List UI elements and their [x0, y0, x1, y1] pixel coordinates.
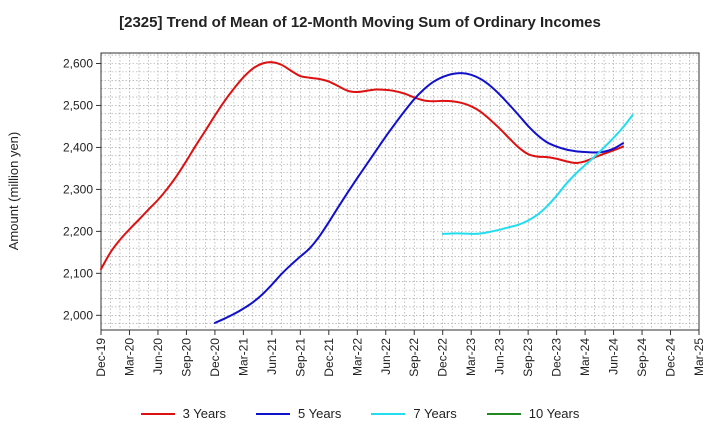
x-tick-label: Jun-20	[151, 338, 165, 375]
axes: 2,000 2,100 2,200 2,300 2,400 2,500 2,600 Dec-1…	[63, 52, 706, 377]
x-tick-label: Mar-25	[692, 338, 706, 376]
y-tick-label: 2,000	[63, 308, 93, 322]
x-tick-label: Dec-21	[322, 338, 336, 377]
y-axis-title: Amount (million yen)	[6, 132, 21, 251]
x-tick-label: Sep-24	[635, 338, 649, 377]
x-tick-label: Sep-22	[407, 338, 421, 377]
x-tick-label: Dec-20	[208, 338, 222, 377]
legend: 3 Years 5 Years 7 Years 10 Years	[0, 406, 720, 421]
series-line-5-years	[213, 72, 625, 324]
x-tick-label: Jun-24	[607, 338, 621, 375]
legend-item: 5 Years	[256, 406, 341, 421]
x-tick-label: Mar-23	[464, 338, 478, 376]
legend-label: 10 Years	[528, 406, 580, 421]
x-tick-label: Jun-23	[493, 338, 507, 375]
legend-item: 7 Years	[371, 406, 457, 421]
series-lines	[100, 61, 634, 324]
x-tick-label: Mar-24	[578, 338, 592, 376]
y-tick-label: 2,200	[63, 224, 93, 238]
legend-swatch	[486, 412, 521, 415]
legend-label: 7 Years	[413, 406, 457, 421]
plot-frame	[100, 52, 700, 331]
legend-item: 10 Years	[486, 406, 580, 421]
legend-item: 3 Years	[140, 406, 226, 421]
x-tick-label: Sep-23	[521, 338, 535, 377]
legend-swatch	[371, 412, 406, 415]
y-tick-label: 2,500	[63, 98, 93, 112]
y-tick-label: 2,400	[63, 140, 93, 154]
x-tick-label: Dec-24	[664, 338, 678, 377]
x-tick-label: Jun-22	[379, 338, 393, 375]
series-line-7-years	[441, 114, 634, 235]
y-tick-label: 2,600	[63, 56, 93, 70]
legend-swatch	[140, 412, 175, 415]
x-tick-label: Mar-22	[350, 338, 364, 376]
chart-title: [2325] Trend of Mean of 12-Month Moving …	[119, 14, 601, 31]
x-tick-label: Dec-22	[436, 338, 450, 377]
y-tick-label: 2,300	[63, 182, 93, 196]
series-line-3-years	[100, 61, 625, 271]
plot-area	[101, 53, 699, 330]
y-tick-label: 2,100	[63, 266, 93, 280]
legend-swatch	[256, 412, 290, 415]
x-tick-label: Sep-21	[293, 338, 307, 377]
legend-label: 5 Years	[298, 406, 342, 421]
x-tick-label: Sep-20	[179, 338, 193, 377]
x-tick-label: Dec-23	[550, 338, 564, 377]
legend-label: 3 Years	[182, 406, 226, 421]
x-tick-label: Mar-20	[122, 338, 136, 376]
x-tick-label: Mar-21	[236, 338, 250, 376]
x-tick-label: Dec-19	[94, 338, 108, 377]
x-tick-label: Jun-21	[265, 338, 279, 375]
